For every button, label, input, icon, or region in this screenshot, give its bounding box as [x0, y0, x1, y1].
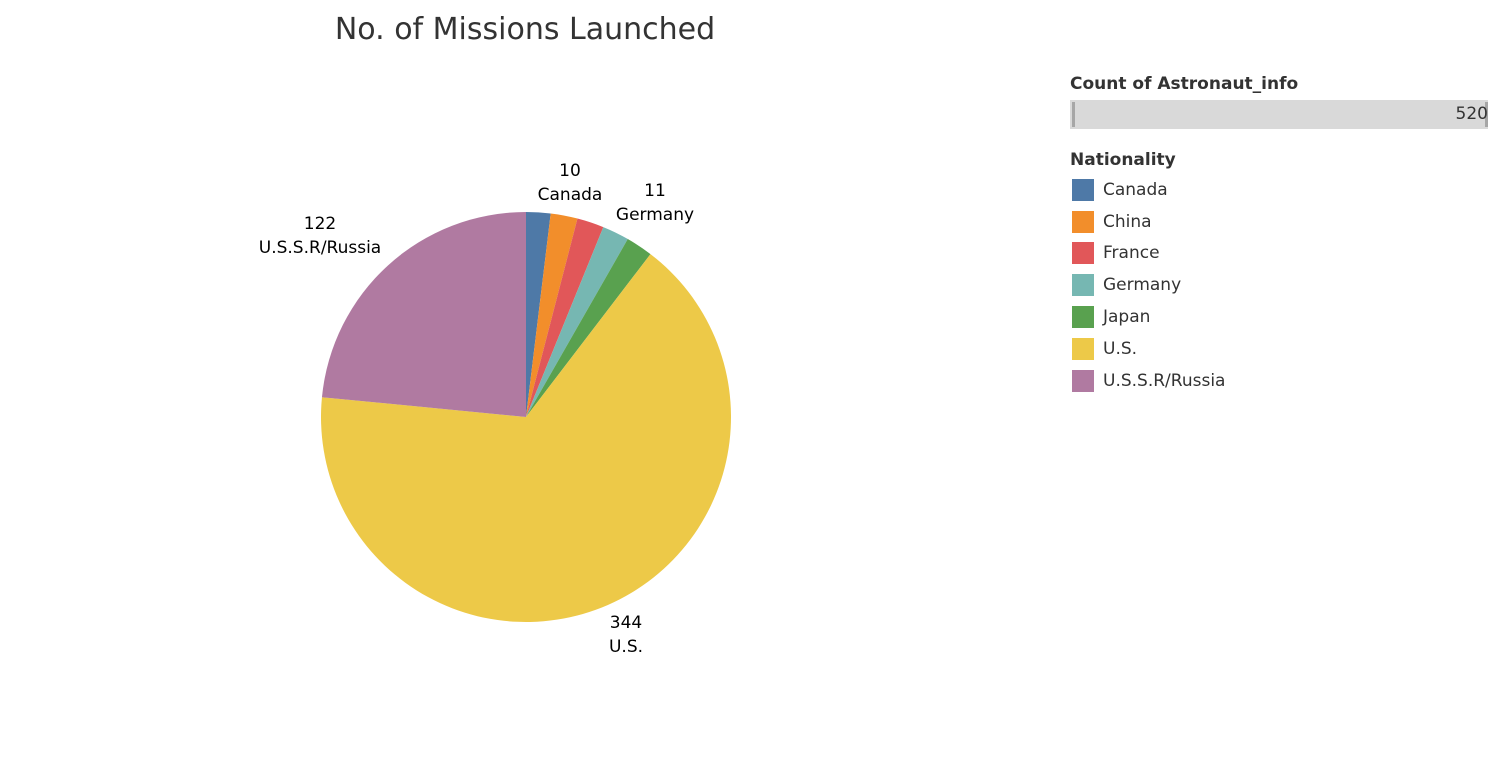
legend-item-ussr-russia[interactable]: U.S.S.R/Russia — [1070, 365, 1225, 397]
legend-swatch — [1072, 178, 1094, 201]
legend-swatch — [1072, 337, 1094, 360]
pie-slice-u-s-s-r-russia[interactable] — [321, 212, 526, 417]
legend-item-germany[interactable]: Germany — [1070, 269, 1225, 301]
slice-name-label-canada: Canada — [538, 185, 603, 205]
size-legend-start-tick — [1072, 102, 1075, 127]
legend-item-japan[interactable]: Japan — [1070, 301, 1225, 333]
legend-swatch — [1072, 274, 1094, 297]
color-legend[interactable]: Nationality Canada China France Germany … — [1070, 150, 1225, 397]
slice-value-label-u-s-s-r-russia: 122 — [304, 214, 336, 234]
pie-slices — [321, 212, 732, 622]
slice-value-label-canada: 10 — [559, 161, 581, 181]
color-legend-title: Nationality — [1070, 150, 1176, 170]
legend-item-us[interactable]: U.S. — [1070, 333, 1225, 365]
slice-name-label-u-s-s-r-russia: U.S.S.R/Russia — [259, 238, 381, 258]
size-legend-end-tick — [1485, 102, 1488, 127]
pie-slice-labels: 10 Canada 11 Germany 344 U.S. 122 U.S.S.R/Russi… — [259, 161, 694, 657]
pie-slice-japan[interactable] — [526, 239, 651, 417]
slice-value-label-u-s: 344 — [610, 613, 642, 633]
pie-slice-germany[interactable] — [526, 227, 628, 417]
size-legend: Count of Astronaut_info 520 — [1070, 74, 1488, 129]
pie-slice-france[interactable] — [526, 218, 604, 417]
slice-value-label-germany: 11 — [644, 181, 666, 201]
legend-swatch — [1072, 369, 1094, 392]
legend-label: U.S.S.R/Russia — [1103, 370, 1226, 391]
legend-label: U.S. — [1103, 338, 1138, 359]
legend-item-china[interactable]: China — [1070, 206, 1225, 238]
legend-swatch — [1072, 242, 1094, 265]
size-legend-max-value: 520 — [1455, 104, 1488, 124]
legend-label: France — [1103, 243, 1160, 264]
chart-title: No. of Missions Launched — [334, 12, 716, 47]
size-legend-bar: 520 — [1070, 100, 1488, 129]
legend-swatch — [1072, 210, 1094, 233]
legend-item-canada[interactable]: Canada — [1070, 174, 1225, 206]
legend-swatch — [1072, 306, 1094, 329]
pie-slice-china[interactable] — [526, 213, 578, 417]
legend-item-france[interactable]: France — [1070, 238, 1225, 270]
legend-label: Japan — [1103, 307, 1151, 328]
size-legend-title: Count of Astronaut_info — [1070, 74, 1299, 94]
legend-label: China — [1103, 211, 1152, 232]
pie-slice-u-s[interactable] — [321, 254, 732, 622]
slice-name-label-germany: Germany — [616, 205, 694, 225]
pie-chart: 10 Canada 11 Germany 344 U.S. 122 U.S.S.R/Russi… — [259, 161, 732, 657]
legend-label: Germany — [1103, 275, 1182, 296]
slice-name-label-u-s: U.S. — [609, 637, 643, 657]
legend-label: Canada — [1103, 179, 1168, 200]
pie-slice-canada[interactable] — [526, 212, 551, 417]
